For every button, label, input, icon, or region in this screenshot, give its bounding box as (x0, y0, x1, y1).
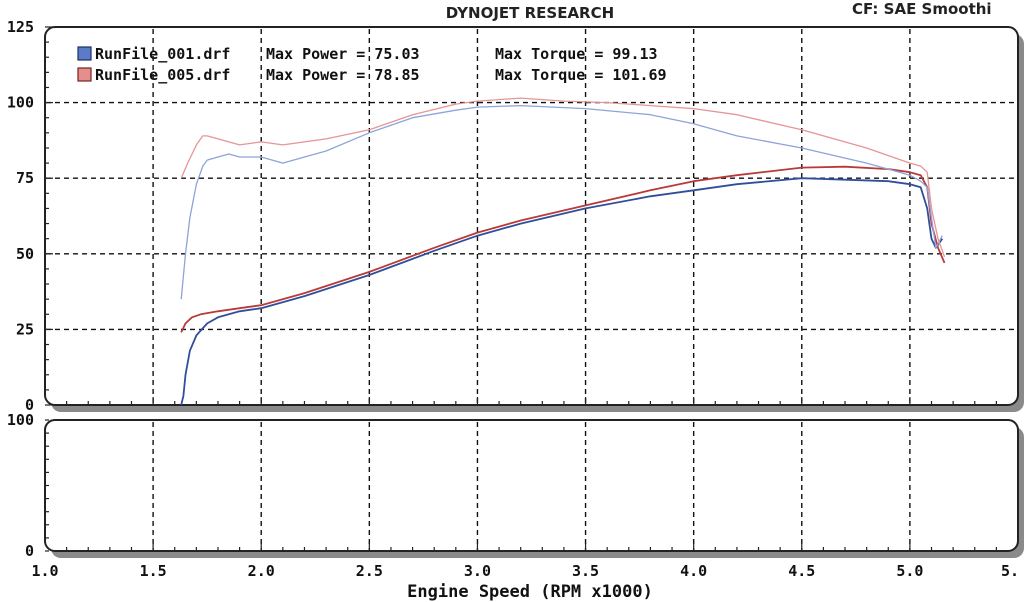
y-tick-label: 125 (7, 18, 34, 36)
lower-y-axis-ticks: 0 100 (7, 411, 49, 560)
y-tick-label: 100 (7, 94, 34, 112)
x-tick-label: 4.0 (680, 562, 707, 580)
correction-factor-label: CF: SAE Smoothi (852, 0, 992, 18)
x-tick-label: 1.0 (31, 562, 58, 580)
upper-y-axis-ticks: 0 25 50 75 100 125 (7, 18, 53, 414)
y-tick-label: 50 (16, 245, 34, 263)
x-tick-label: 5. (1001, 562, 1019, 580)
chart-title: DYNOJET RESEARCH (446, 4, 614, 22)
x-tick-label: 5.0 (896, 562, 923, 580)
x-axis-label: Engine Speed (RPM x1000) (407, 582, 653, 602)
upper-plot-series (180, 97, 946, 406)
legend-file-run-005: RunFile_005.drf (95, 66, 230, 84)
x-tick-label: 2.5 (356, 562, 383, 580)
upper-plot-area (44, 26, 1019, 406)
x-axis-ticks: 1.0 1.5 2.0 2.5 3.0 3.5 4.0 4.5 5.0 5. (31, 397, 1019, 580)
torque-curve-line (180, 104, 943, 300)
legend-swatch-run-005 (77, 67, 92, 82)
power-curve-line (180, 165, 946, 333)
x-tick-label: 1.5 (140, 562, 167, 580)
y-tick-label: 0 (25, 542, 34, 560)
y-tick-label: 100 (7, 411, 34, 429)
legend-file-run-001: RunFile_001.drf (95, 45, 230, 63)
legend-swatch-run-001 (77, 46, 92, 61)
lower-grid (152, 422, 911, 550)
x-tick-label: 2.0 (248, 562, 275, 580)
x-tick-label: 4.5 (788, 562, 815, 580)
torque-curve-line (180, 97, 946, 258)
legend-max-torque-run-001: Max Torque = 99.13 (495, 45, 658, 63)
y-tick-label: 75 (16, 169, 34, 187)
y-tick-label: 0 (25, 396, 34, 414)
legend: RunFile_001.drf Max Power = 75.03 Max To… (77, 45, 667, 84)
lower-plot-area (44, 419, 1019, 552)
legend-max-power-run-005: Max Power = 78.85 (266, 66, 420, 84)
y-tick-label: 25 (16, 320, 34, 338)
x-tick-label: 3.0 (464, 562, 491, 580)
power-curve-line (180, 177, 944, 406)
x-tick-label: 3.5 (572, 562, 599, 580)
legend-max-torque-run-005: Max Torque = 101.69 (495, 66, 667, 84)
legend-max-power-run-001: Max Power = 75.03 (266, 45, 420, 63)
